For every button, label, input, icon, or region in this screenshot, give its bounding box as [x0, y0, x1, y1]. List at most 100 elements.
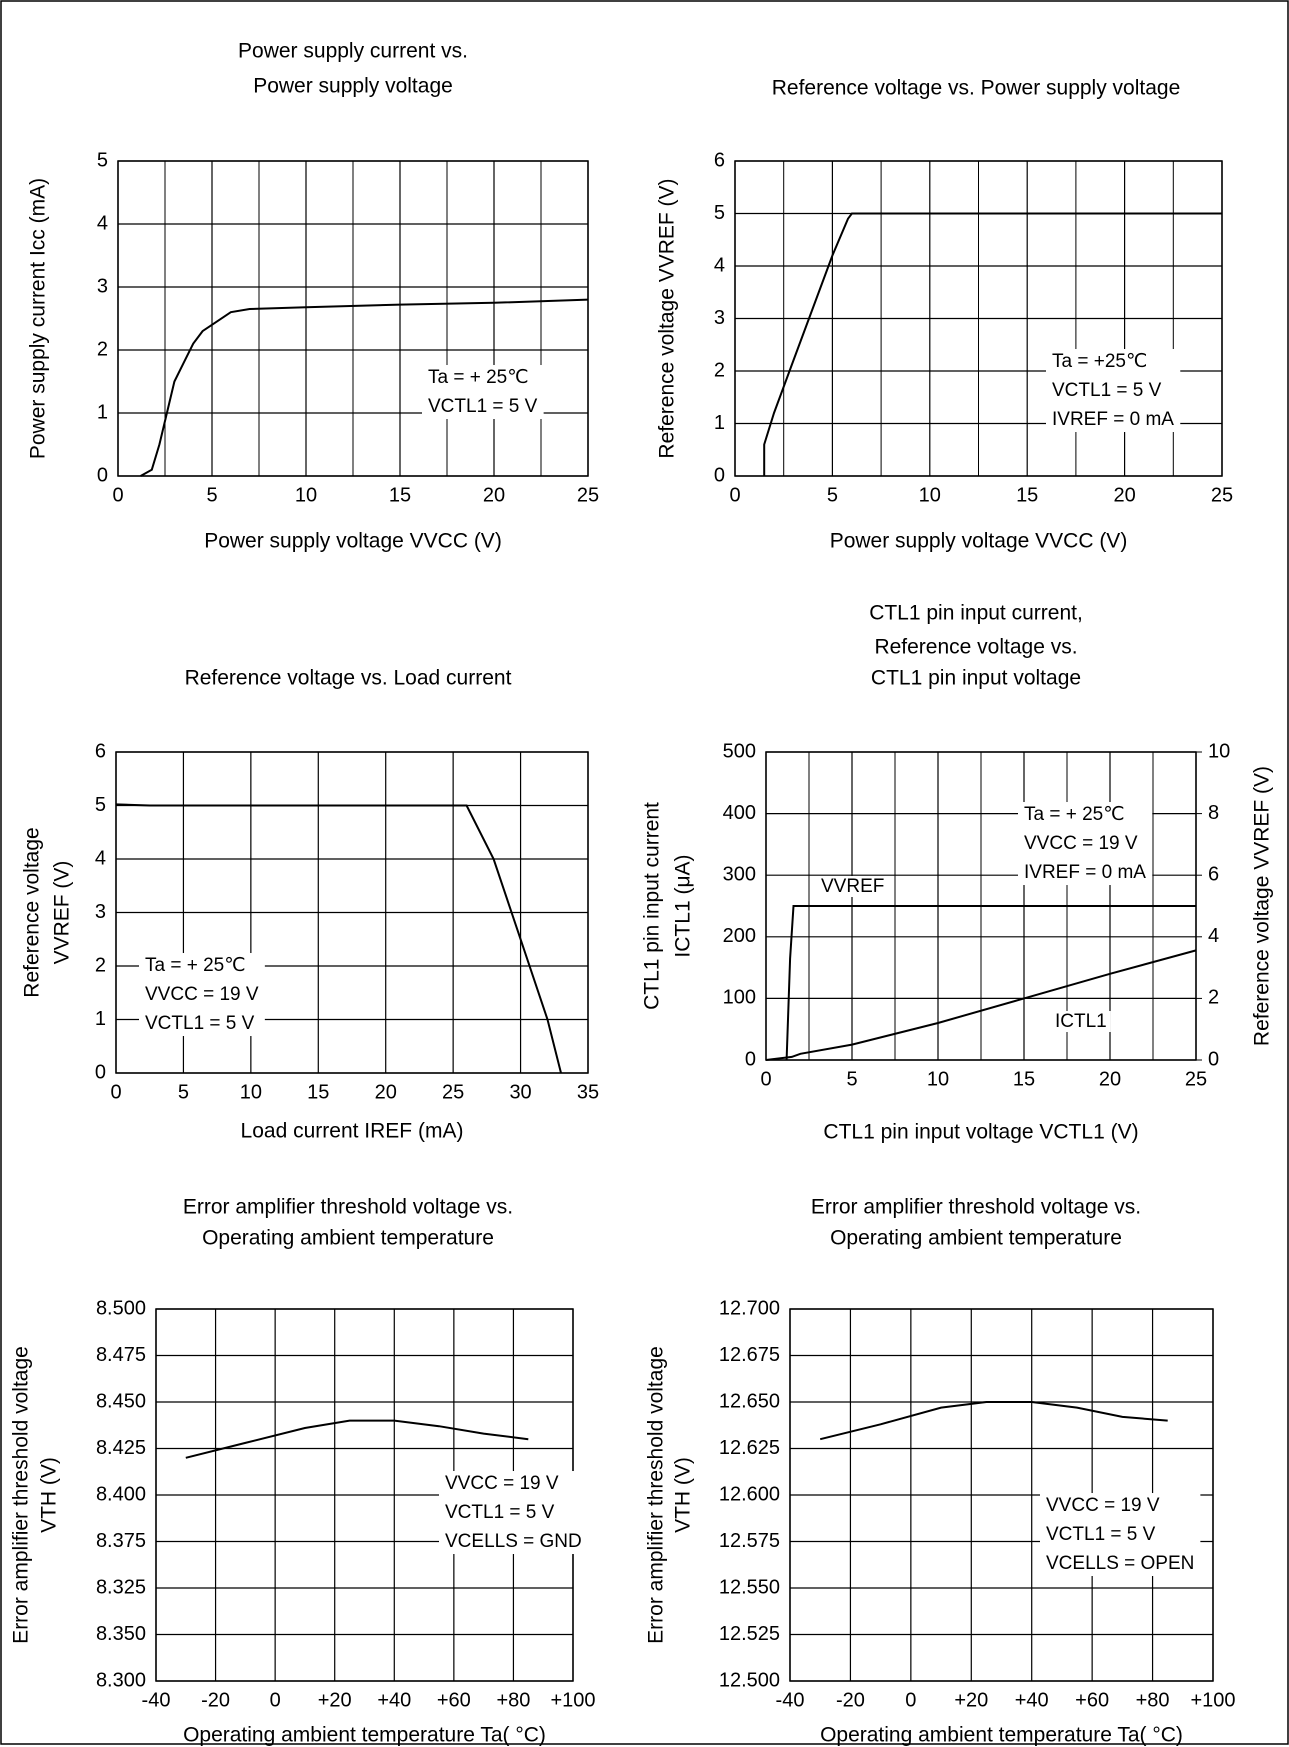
x-tick-label: 0 — [760, 1068, 771, 1090]
chart-title: Operating ambient temperature — [202, 1227, 494, 1250]
series-label: ICTL1 — [1055, 1011, 1107, 1032]
annotation: VVCC = 19 V — [1024, 833, 1138, 854]
y-tick-label: 8.450 — [96, 1390, 146, 1412]
chart: Power supply current vs. Power supply vol… — [27, 40, 600, 553]
x-tick-label: +60 — [1075, 1689, 1109, 1711]
y-axis-label: Error amplifier threshold voltage — [10, 1346, 33, 1644]
x-axis-label: CTL1 pin input voltage VCTL1 (V) — [823, 1121, 1138, 1144]
annotation: VCELLS = GND — [445, 1531, 582, 1552]
y-tick-label: 12.675 — [719, 1344, 780, 1366]
y2-tick-label: 8 — [1208, 802, 1219, 824]
annotation-background — [1018, 802, 1153, 886]
data-line — [765, 949, 1197, 1061]
x-tick-label: 25 — [442, 1081, 464, 1103]
x-tick-label: 5 — [206, 484, 217, 506]
x-tick-label: +80 — [496, 1689, 530, 1711]
y-tick-label: 6 — [714, 149, 725, 171]
x-tick-label: 35 — [577, 1081, 599, 1103]
chart: Error amplifier threshold voltage vs. Ope… — [10, 1196, 596, 1747]
y-tick-label: 12.575 — [719, 1530, 780, 1552]
chart-title: Power supply current vs. — [238, 40, 468, 63]
plot-frame — [789, 1308, 1214, 1682]
y-tick-label: 8.300 — [96, 1669, 146, 1691]
y-tick-label: 8.375 — [96, 1530, 146, 1552]
x-tick-label: 10 — [919, 484, 941, 506]
y-tick-label: 300 — [723, 863, 756, 885]
x-tick-label: 5 — [846, 1068, 857, 1090]
y2-axis-label: Reference voltage VVREF (V) — [1251, 766, 1274, 1046]
x-tick-label: 10 — [927, 1068, 949, 1090]
y-axis-label: VVREF (V) — [51, 861, 74, 965]
x-tick-label: 0 — [110, 1081, 121, 1103]
y-axis-label: VTH (V) — [38, 1457, 61, 1533]
y-tick-label: 200 — [723, 925, 756, 947]
y-axis-label: ICTL1 (μA) — [672, 854, 695, 957]
chart-title: Reference voltage vs. Load current — [185, 667, 512, 690]
y-tick-label: 1 — [97, 401, 108, 423]
x-tick-label: 0 — [905, 1689, 916, 1711]
x-tick-label: 15 — [307, 1081, 329, 1103]
x-tick-label: 0 — [729, 484, 740, 506]
y-tick-label: 2 — [97, 338, 108, 360]
chart: CTL1 pin input current, Reference voltage… — [641, 602, 1274, 1144]
y-tick-label: 8.325 — [96, 1576, 146, 1598]
x-tick-label: +100 — [550, 1689, 595, 1711]
y-tick-label: 8.350 — [96, 1623, 146, 1645]
y-tick-label: 500 — [723, 740, 756, 762]
y-tick-label: 0 — [95, 1061, 106, 1083]
data-line — [763, 212, 1222, 476]
y-tick-label: 100 — [723, 987, 756, 1009]
x-tick-label: +40 — [377, 1689, 411, 1711]
plot-frame — [117, 160, 589, 477]
annotation: VCTL1 = 5 V — [145, 1013, 255, 1034]
annotation-background — [1046, 349, 1181, 433]
y-tick-label: 8.400 — [96, 1483, 146, 1505]
chart-title: CTL1 pin input voltage — [871, 667, 1081, 690]
x-tick-label: +100 — [1190, 1689, 1235, 1711]
x-tick-label: +80 — [1136, 1689, 1170, 1711]
annotation-background — [139, 953, 265, 1037]
y-axis-label: Power supply current Icc (mA) — [27, 178, 50, 459]
y2-tick-label: 4 — [1208, 925, 1219, 947]
chart-title: Operating ambient temperature — [830, 1227, 1122, 1250]
y-tick-label: 12.550 — [719, 1576, 780, 1598]
plot-frame — [115, 751, 589, 1074]
y-tick-label: 12.500 — [719, 1669, 780, 1691]
x-tick-label: 15 — [389, 484, 411, 506]
chart-title: Reference voltage vs. Power supply volta… — [772, 77, 1181, 100]
label-background — [1051, 1011, 1111, 1033]
y-tick-label: 0 — [745, 1048, 756, 1070]
x-axis-label: Power supply voltage VVCC (V) — [830, 530, 1128, 553]
y-tick-label: 12.525 — [719, 1623, 780, 1645]
x-axis-label: Operating ambient temperature Ta( °C) — [820, 1724, 1183, 1747]
y-tick-label: 2 — [95, 954, 106, 976]
annotation: VCTL1 = 5 V — [1052, 380, 1162, 401]
y-tick-label: 400 — [723, 802, 756, 824]
plot-frame — [734, 160, 1223, 477]
y-axis-label: Error amplifier threshold voltage — [645, 1346, 668, 1644]
label-background — [817, 876, 889, 898]
x-tick-label: +20 — [318, 1689, 352, 1711]
x-tick-label: -40 — [776, 1689, 805, 1711]
x-tick-label: 25 — [577, 484, 599, 506]
y-tick-label: 3 — [97, 275, 108, 297]
y-tick-label: 2 — [714, 359, 725, 381]
annotation: VVCC = 19 V — [145, 984, 259, 1005]
annotation-background — [1040, 1493, 1201, 1577]
series-label: VVREF — [821, 876, 884, 897]
x-tick-label: 25 — [1185, 1068, 1207, 1090]
y-tick-label: 0 — [97, 464, 108, 486]
chart-title: Power supply voltage — [253, 75, 453, 98]
x-tick-label: 20 — [375, 1081, 397, 1103]
annotation: Ta = + 25℃ — [145, 955, 246, 976]
annotation: VVCC = 19 V — [445, 1473, 559, 1494]
y-tick-label: 12.650 — [719, 1390, 780, 1412]
x-tick-label: 20 — [1099, 1068, 1121, 1090]
y2-tick-label: 10 — [1208, 740, 1230, 762]
x-tick-label: 15 — [1013, 1068, 1035, 1090]
chart: Reference voltage vs. Power supply volta… — [656, 77, 1234, 553]
x-tick-label: 15 — [1016, 484, 1038, 506]
y-tick-label: 1 — [95, 1008, 106, 1030]
x-tick-label: +20 — [954, 1689, 988, 1711]
